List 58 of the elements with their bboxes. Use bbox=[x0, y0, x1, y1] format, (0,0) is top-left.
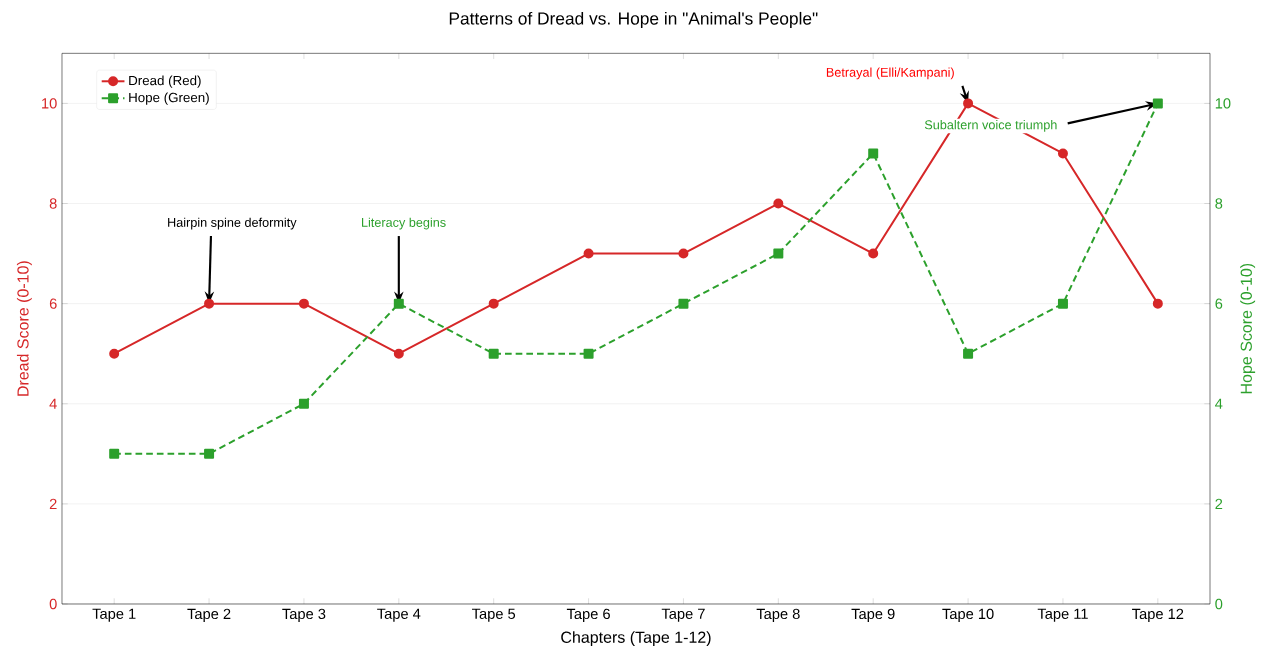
point bbox=[393, 348, 404, 359]
point bbox=[204, 448, 215, 459]
point bbox=[773, 198, 784, 209]
y-tick-label: 2 bbox=[49, 498, 57, 509]
legend-label: Hope (Green) bbox=[129, 92, 209, 105]
x-tick-label: Tape 11 bbox=[1037, 608, 1088, 622]
y-tick-label: 6 bbox=[49, 298, 57, 309]
y2-tick-label: 0 bbox=[1215, 598, 1223, 610]
y-tick-label: 8 bbox=[49, 198, 57, 209]
x-tick-label: Tape 3 bbox=[282, 608, 326, 622]
x-axis-title: Chapters (Tape 1-12) bbox=[561, 631, 711, 647]
point bbox=[1152, 298, 1163, 309]
point bbox=[1057, 148, 1068, 159]
x-tick-label: Tape 7 bbox=[661, 608, 705, 622]
y-tick-label: 0 bbox=[49, 598, 57, 610]
y-axis-title: Dread Score (0-10) bbox=[16, 261, 32, 396]
x-tick-label: Tape 10 bbox=[942, 608, 994, 622]
point bbox=[678, 298, 689, 309]
y-tick-label: 4 bbox=[49, 398, 57, 409]
point bbox=[1152, 98, 1163, 109]
annotation: Literacy begins bbox=[362, 217, 446, 230]
point bbox=[963, 98, 974, 109]
point bbox=[109, 448, 120, 459]
legend-label: Dread (Red) bbox=[129, 75, 201, 88]
x-tick-label: Tape 1 bbox=[92, 608, 136, 622]
y2-tick-label: 6 bbox=[1215, 298, 1223, 309]
annotation: Betrayal (Elli/Kampani) bbox=[826, 67, 954, 80]
point bbox=[488, 348, 499, 359]
annotation: Subaltern voice triumph bbox=[924, 120, 1057, 132]
point bbox=[393, 298, 404, 309]
point bbox=[204, 298, 215, 309]
y2-tick-label: 2 bbox=[1215, 498, 1223, 509]
point bbox=[773, 248, 784, 259]
point bbox=[868, 248, 879, 259]
point bbox=[963, 348, 974, 359]
x-tick-label: Tape 2 bbox=[187, 608, 231, 622]
point bbox=[583, 248, 594, 259]
point bbox=[298, 298, 309, 309]
y2-axis-title: Hope Score (0-10) bbox=[1240, 263, 1256, 394]
y-tick-label: 10 bbox=[42, 98, 57, 109]
x-tick-label: Tape 4 bbox=[377, 608, 421, 622]
y2-tick-label: 4 bbox=[1215, 398, 1223, 409]
point bbox=[678, 248, 689, 259]
point bbox=[488, 298, 499, 309]
x-tick-label: Tape 12 bbox=[1132, 608, 1184, 622]
point bbox=[1057, 298, 1068, 309]
y2-tick-label: 8 bbox=[1215, 198, 1223, 209]
x-tick-label: Tape 9 bbox=[851, 608, 895, 622]
point bbox=[868, 148, 879, 159]
x-tick-label: Tape 6 bbox=[566, 608, 610, 622]
chart-title: Patterns of Dread vs. Hope in "Animal's People" bbox=[449, 11, 818, 29]
point bbox=[583, 348, 594, 359]
x-tick-label: Tape 5 bbox=[472, 608, 516, 622]
point bbox=[109, 348, 120, 359]
y2-tick-label: 10 bbox=[1215, 98, 1231, 109]
annotation: Hairpin spine deformity bbox=[168, 217, 297, 230]
x-tick-label: Tape 8 bbox=[756, 608, 800, 622]
point bbox=[298, 398, 309, 409]
